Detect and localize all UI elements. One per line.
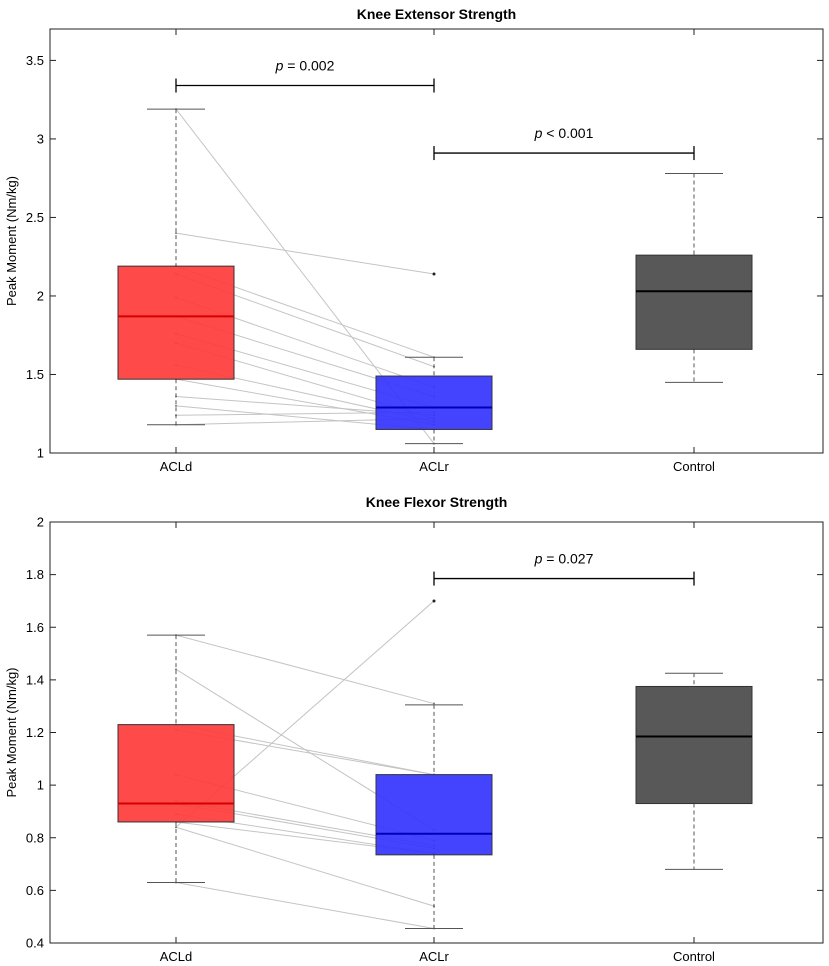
- flexor-aclr-box: [375, 774, 493, 856]
- flexor-x-tick-label: ACLd: [160, 949, 193, 964]
- flexor-y-tick-label: 2: [37, 515, 44, 530]
- extensor-p-value-label: p < 0.001: [534, 125, 594, 141]
- extensor-y-axis-label: Peak Moment (Nm/kg): [4, 176, 19, 306]
- flexor-paired-point-aclr: [433, 702, 435, 705]
- flexor-p-value-text: = 0.027: [542, 551, 593, 567]
- extensor-paired-point-acld: [175, 404, 177, 407]
- extensor-y-tick-label: 3: [37, 131, 44, 146]
- extensor-outlier-point: [432, 272, 436, 276]
- flexor-paired-point-acld: [175, 668, 177, 671]
- extensor-p-symbol: p: [275, 58, 284, 74]
- flexor-y-tick-label: 1: [37, 778, 44, 793]
- extensor-control-box: [635, 254, 753, 350]
- knee-extensor-panel: Knee Extensor Strength Peak Moment (Nm/kg…: [4, 6, 824, 474]
- flexor-y-tick-label: 1.2: [26, 725, 44, 740]
- flexor-x-tick-label: ACLr: [419, 949, 449, 964]
- flexor-y-axis-label: Peak Moment (Nm/kg): [4, 667, 19, 797]
- extensor-p-symbol: p: [534, 125, 543, 141]
- flexor-paired-point-acld: [175, 826, 177, 829]
- flexor-p-symbol: p: [534, 551, 543, 567]
- extensor-y-tick-label: 2: [37, 288, 44, 303]
- flexor-y-tick-label: 1.4: [26, 672, 44, 687]
- extensor-y-tick-label: 3.5: [26, 53, 44, 68]
- flexor-paired-line: [175, 634, 435, 705]
- flexor-control-box: [635, 685, 753, 805]
- extensor-x-tick-label: ACLr: [419, 459, 449, 474]
- flexor-y-tick-label: 1.6: [26, 620, 44, 635]
- extensor-x-tick-label: Control: [673, 459, 715, 474]
- extensor-p-value-text: = 0.002: [283, 58, 334, 74]
- flexor-y-tick-label: 0.6: [26, 883, 44, 898]
- flexor-p-value-label: p = 0.027: [534, 551, 594, 567]
- flexor-paired-line: [175, 881, 435, 930]
- extensor-paired-point-acld: [175, 232, 177, 235]
- extensor-p-value-label: p = 0.002: [275, 58, 335, 74]
- extensor-chart-title: Knee Extensor Strength: [357, 6, 516, 22]
- extensor-paired-line: [175, 232, 435, 275]
- extensor-axes-frame: [49, 28, 824, 454]
- knee-flexor-panel: Knee Flexor Strength Peak Moment (Nm/kg) 0…: [4, 494, 824, 964]
- extensor-acld-box: [117, 265, 235, 380]
- extensor-y-tick-label: 1: [37, 446, 44, 461]
- extensor-y-tick-label: 1.5: [26, 367, 44, 382]
- flexor-outlier-point: [432, 599, 436, 603]
- flexor-acld-box: [117, 724, 235, 823]
- flexor-paired-line: [175, 826, 435, 907]
- extensor-p-value-text: < 0.001: [542, 125, 593, 141]
- flexor-y-tick-label: 0.8: [26, 830, 44, 845]
- extensor-aclr-box: [375, 375, 493, 430]
- flexor-chart-title: Knee Flexor Strength: [366, 494, 508, 510]
- flexor-y-tick-label: 1.8: [26, 567, 44, 582]
- flexor-y-tick-label: 0.4: [26, 936, 44, 951]
- extensor-y-tick-label: 2.5: [26, 210, 44, 225]
- flexor-x-tick-label: Control: [673, 949, 715, 964]
- extensor-x-tick-label: ACLd: [160, 459, 193, 474]
